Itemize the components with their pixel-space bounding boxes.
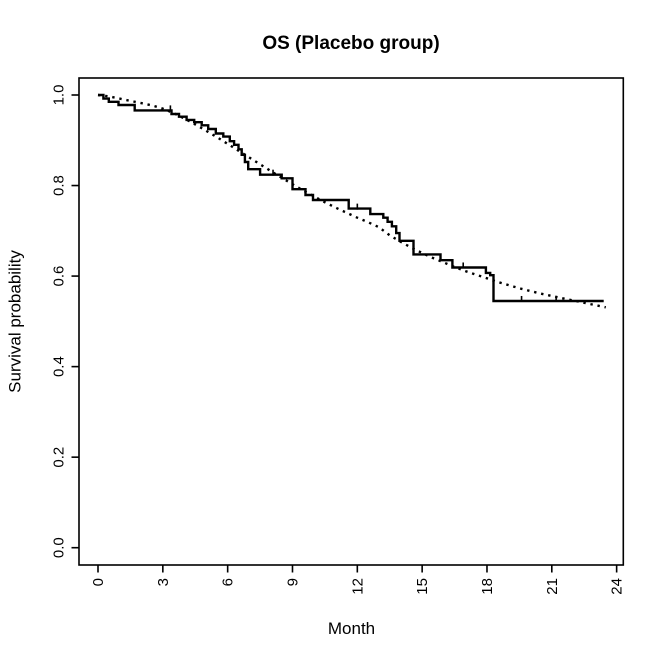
x-axis-title: Month (328, 619, 375, 638)
x-tick-label: 21 (544, 578, 561, 595)
y-tick-label: 0.8 (51, 175, 68, 196)
x-tick-label: 9 (284, 578, 301, 586)
chart-title: OS (Placebo group) (262, 33, 439, 54)
x-tick-label: 3 (155, 578, 172, 586)
x-tick-label: 0 (90, 578, 107, 586)
y-tick-label: 0.0 (51, 537, 68, 558)
y-tick-label: 1.0 (51, 85, 68, 106)
x-tick-label: 24 (609, 578, 626, 595)
y-tick-label: 0.2 (51, 447, 68, 468)
y-tick-label: 0.6 (51, 266, 68, 287)
curves (97, 93, 607, 309)
plot-box (78, 77, 625, 566)
x-tick-label: 18 (479, 578, 496, 595)
x-tick-label: 12 (349, 578, 366, 595)
y-axis: 0.0 0.2 0.4 0.6 0.8 1.0 (51, 85, 79, 558)
x-axis: 0 3 6 9 12 15 18 21 24 (90, 565, 626, 595)
kaplan-meier-step-curve (98, 93, 604, 303)
x-tick-label: 15 (414, 578, 431, 595)
y-tick-label: 0.4 (51, 356, 68, 377)
x-tick-label: 6 (220, 578, 237, 586)
y-axis-title: Survival probability (6, 250, 25, 393)
fitted-survival-dotted-curve (97, 93, 607, 309)
